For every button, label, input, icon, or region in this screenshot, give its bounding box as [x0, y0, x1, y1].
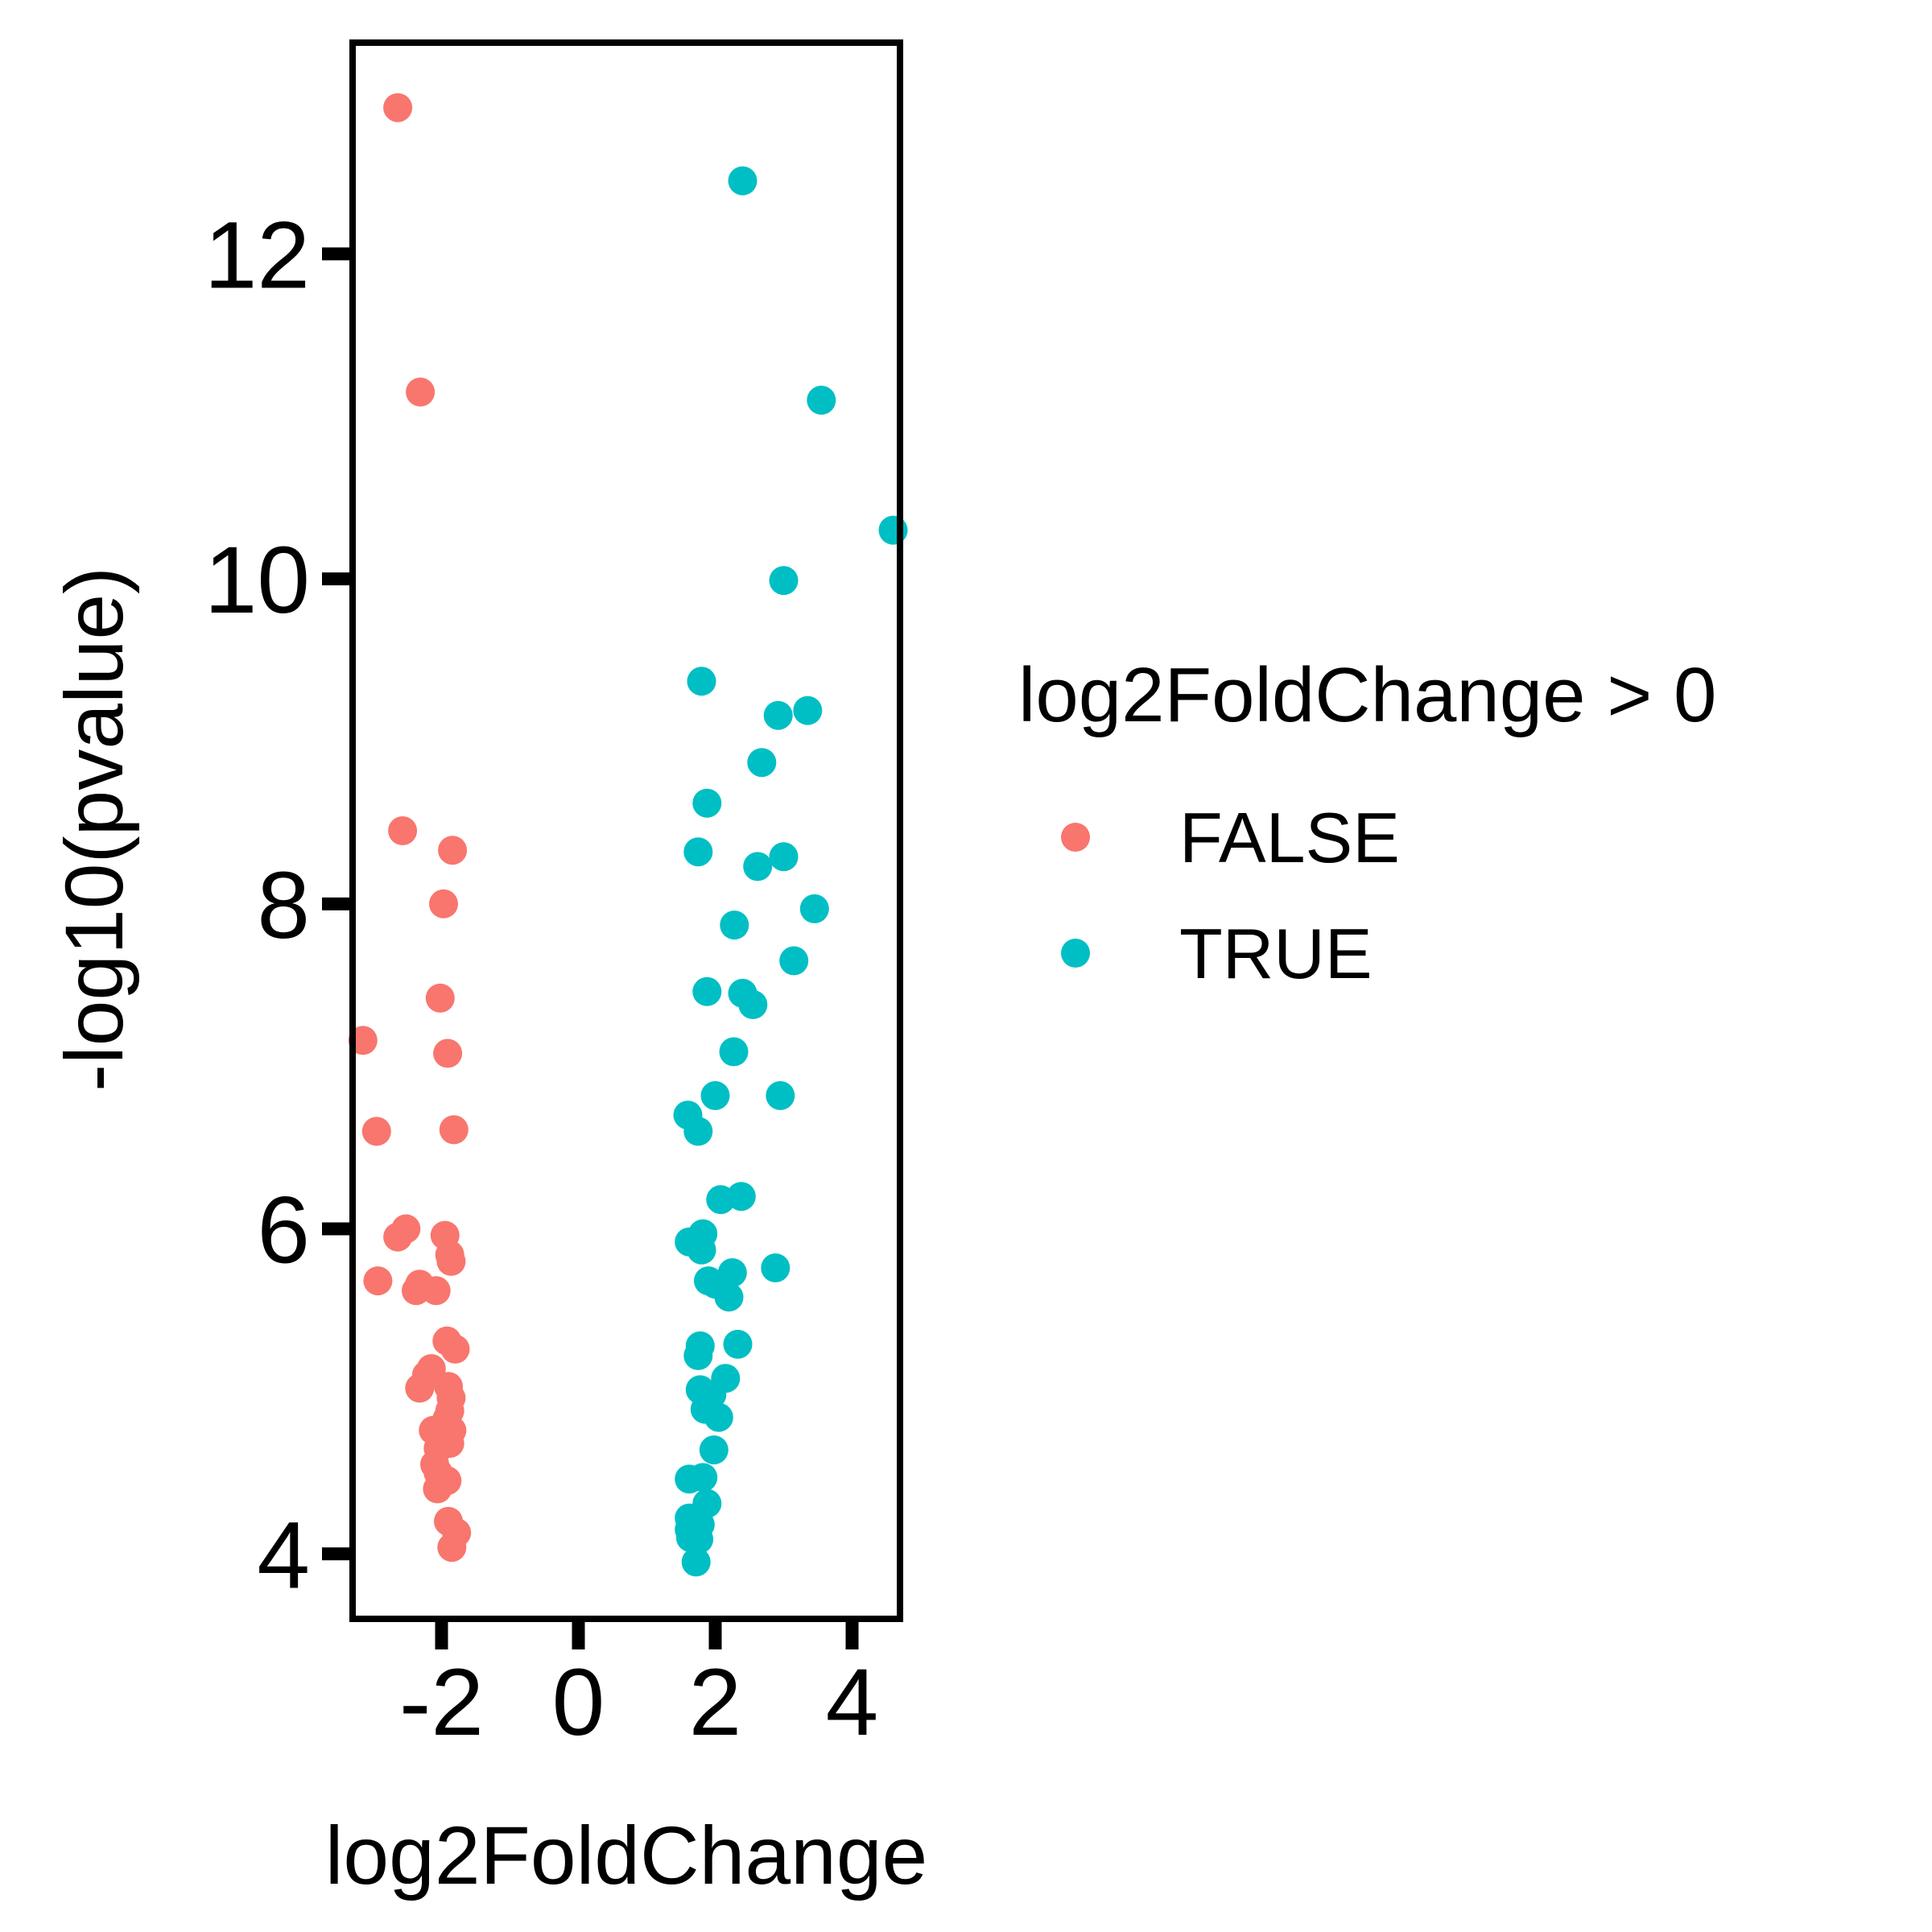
point-true-24: [727, 1182, 756, 1211]
legend-key-false: [1061, 823, 1090, 852]
point-true-8: [692, 789, 721, 818]
point-false-39: [437, 1533, 466, 1562]
point-true-22: [683, 1117, 712, 1146]
point-false-1: [406, 378, 435, 407]
point-true-19: [701, 1081, 730, 1110]
data-points: [349, 93, 908, 1577]
legend-title: log2FoldChange > 0: [1018, 652, 1716, 738]
legend-label-true: TRUE: [1179, 914, 1373, 993]
point-false-5: [426, 984, 455, 1013]
point-false-2: [388, 816, 417, 845]
point-true-1: [807, 386, 836, 415]
point-false-3: [438, 836, 467, 865]
legend-key-true: [1061, 939, 1090, 968]
point-true-6: [764, 701, 793, 730]
point-true-9: [683, 837, 712, 866]
point-true-35: [683, 1341, 712, 1370]
point-false-20: [441, 1335, 470, 1364]
point-false-15: [363, 1266, 392, 1295]
point-true-14: [779, 947, 808, 976]
point-false-14: [436, 1247, 465, 1276]
point-false-0: [383, 93, 412, 122]
point-true-50: [676, 1523, 705, 1552]
point-false-8: [362, 1117, 391, 1146]
y-tick-label-8: 8: [257, 852, 310, 959]
point-true-11: [743, 852, 772, 881]
point-true-32: [715, 1282, 744, 1311]
point-true-28: [761, 1253, 790, 1282]
y-tick-label-12: 12: [204, 202, 310, 308]
point-true-12: [800, 894, 829, 923]
point-true-18: [720, 1038, 749, 1067]
point-true-3: [770, 566, 799, 595]
x-tick-label-2: 2: [689, 1649, 742, 1756]
x-axis-title: log2FoldChange: [325, 1810, 928, 1901]
y-tick-label-10: 10: [204, 527, 310, 634]
point-true-43: [688, 1463, 717, 1492]
x-tick-label--2: -2: [399, 1649, 484, 1756]
point-true-51: [682, 1547, 711, 1576]
point-true-20: [766, 1081, 795, 1110]
point-true-5: [793, 696, 822, 725]
point-false-18: [422, 1276, 451, 1305]
y-axis: 4 6 8 10 12: [204, 202, 353, 1608]
legend: log2FoldChange > 0 FALSE TRUE: [1018, 652, 1716, 993]
point-true-0: [729, 167, 758, 196]
y-axis-title: -log10(pvalue): [48, 567, 140, 1092]
y-tick-label-6: 6: [257, 1178, 310, 1284]
point-true-34: [724, 1330, 753, 1359]
legend-label-false: FALSE: [1179, 798, 1400, 877]
point-false-36: [423, 1475, 452, 1504]
point-false-6: [433, 1039, 462, 1068]
point-true-15: [692, 977, 721, 1006]
point-false-4: [429, 890, 458, 919]
point-true-7: [747, 748, 776, 777]
point-false-23: [405, 1373, 434, 1402]
point-false-11: [383, 1223, 412, 1252]
point-true-13: [720, 910, 749, 939]
point-true-2: [879, 516, 908, 545]
point-true-40: [704, 1403, 733, 1432]
point-true-41: [700, 1435, 729, 1464]
point-true-17: [738, 990, 767, 1019]
x-tick-label-0: 0: [552, 1649, 605, 1756]
point-true-27: [687, 1236, 716, 1265]
point-false-9: [440, 1115, 469, 1144]
y-tick-label-4: 4: [257, 1502, 310, 1608]
point-true-4: [687, 667, 716, 696]
x-axis: -2 0 2 4: [399, 1619, 878, 1756]
point-true-10: [770, 842, 799, 871]
x-tick-label-4: 4: [826, 1649, 879, 1756]
